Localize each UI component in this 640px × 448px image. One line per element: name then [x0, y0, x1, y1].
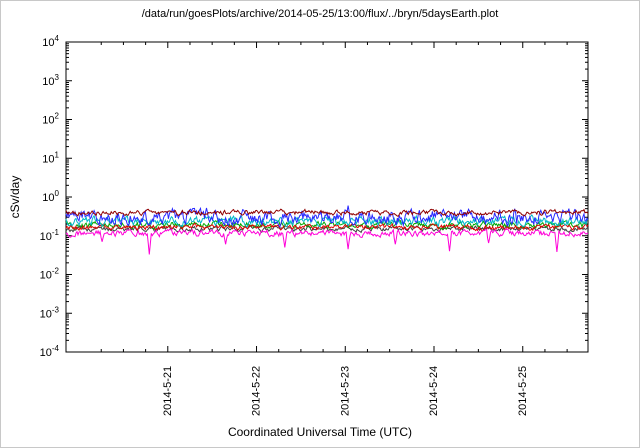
y-tick-label: 102 [42, 112, 59, 127]
x-tick-label: 2014-5-23 [339, 366, 351, 416]
x-tick-label: 2014-5-22 [251, 366, 263, 416]
x-tick-label: 2014-5-21 [162, 366, 174, 416]
x-tick-label: 2014-5-25 [517, 366, 529, 416]
y-tick-label: 10-2 [40, 267, 60, 282]
series-dark-red [65, 208, 589, 217]
y-tick-label: 10-1 [40, 228, 60, 243]
x-tick-label: 2014-5-24 [428, 366, 440, 416]
y-tick-label: 100 [42, 189, 59, 204]
plot-border [65, 41, 589, 353]
y-tick-label: 10-4 [40, 344, 60, 359]
y-tick-label: 104 [42, 34, 59, 49]
y-tick-label: 10-3 [40, 305, 60, 320]
series-red [65, 222, 589, 232]
x-axis-label: Coordinated Universal Time (UTC) [227, 425, 413, 439]
chart-title: /data/run/goesPlots/archive/2014-05-25/1… [141, 8, 499, 20]
series-green [65, 219, 589, 231]
y-tick-label: 103 [42, 73, 59, 88]
series-magenta [65, 228, 589, 255]
y-tick-label: 101 [42, 150, 59, 165]
